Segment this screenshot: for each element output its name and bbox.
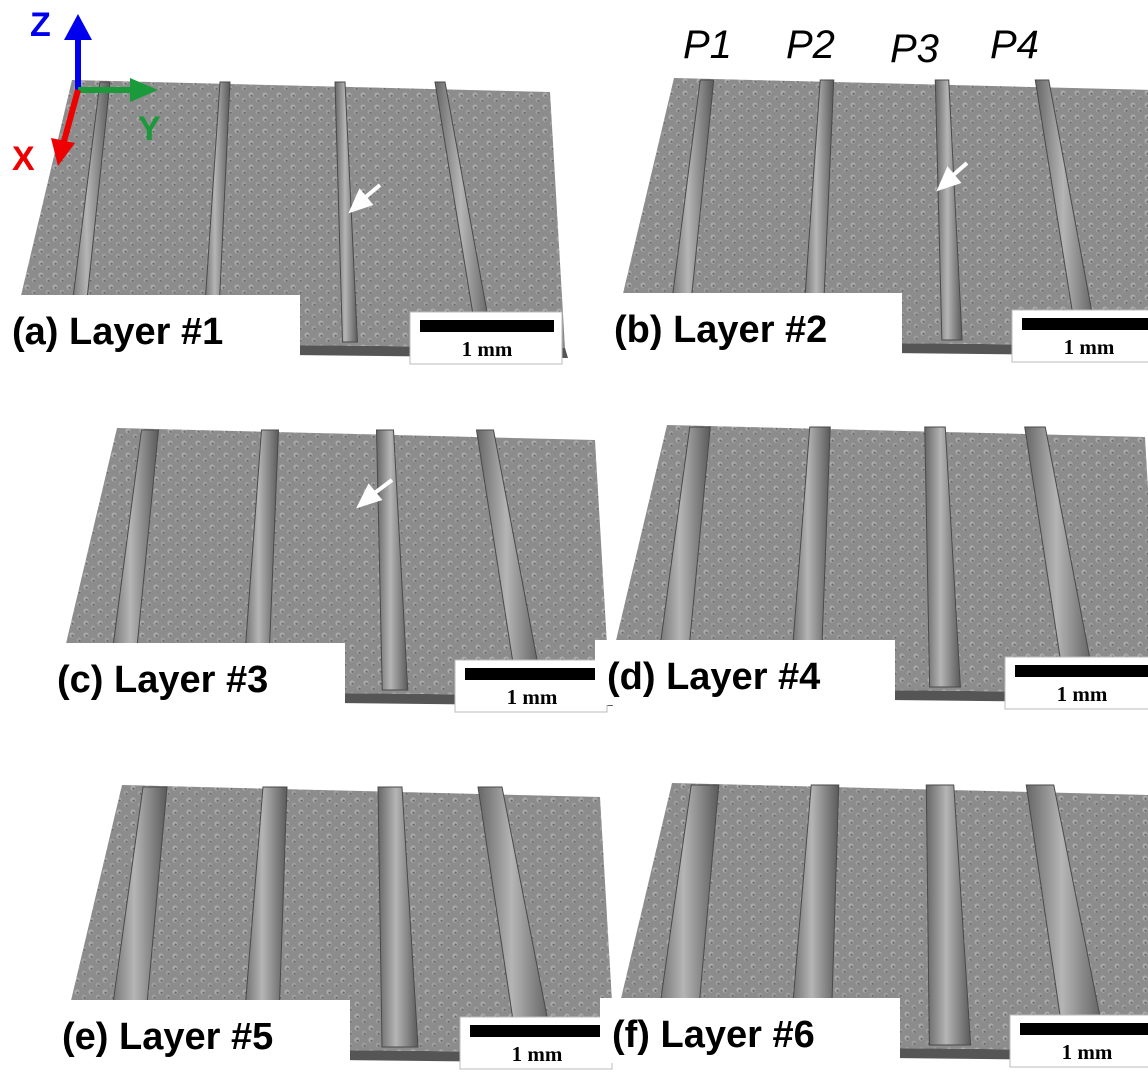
panel-label: (c) Layer #3 — [57, 659, 268, 701]
plate — [55, 428, 610, 696]
panels: (a) Layer #1 1 mm (b) Layer #2 1 mm(c) Laye… — [0, 78, 1148, 1070]
panel: (d) Layer #4 1 mm — [595, 425, 1148, 710]
track-label: P3 — [890, 27, 939, 71]
label-box — [50, 1000, 350, 1065]
x-arrow — [51, 138, 75, 166]
axis-triad: Z Y X — [12, 6, 161, 178]
arrow-head — [936, 166, 962, 192]
track — [377, 786, 419, 1048]
z-arrow — [64, 14, 92, 40]
y-arrow — [130, 78, 158, 102]
x-label: X — [12, 140, 35, 178]
plate — [610, 783, 1148, 1051]
track — [375, 429, 409, 691]
panel: (b) Layer #2 1 mm — [602, 78, 1148, 363]
panel: (f) Layer #6 1 mm — [600, 783, 1148, 1068]
panel-label: (e) Layer #5 — [62, 1016, 273, 1058]
label-box — [595, 640, 895, 705]
panel-label: (b) Layer #2 — [614, 309, 827, 351]
track — [334, 81, 359, 343]
arrow-head — [356, 483, 383, 509]
track-label: P1 — [683, 23, 732, 67]
label-box — [45, 643, 345, 708]
scale-bar — [420, 320, 554, 332]
arrows — [348, 161, 969, 509]
track — [925, 784, 972, 1046]
scale-bar — [1020, 1023, 1148, 1035]
panel: (a) Layer #1 1 mm — [0, 80, 568, 365]
scale-bar — [1022, 318, 1148, 330]
track — [924, 426, 961, 688]
y-label: Y — [138, 110, 161, 148]
track-label: P4 — [990, 23, 1039, 67]
label-box — [602, 293, 902, 358]
plate — [60, 785, 615, 1053]
arrow-head — [348, 188, 374, 214]
panel-label: (f) Layer #6 — [612, 1014, 815, 1056]
panel: (e) Layer #5 1 mm — [50, 785, 618, 1070]
scale-label: 1 mm — [1064, 335, 1115, 359]
x-axis — [60, 89, 81, 146]
scale-bar — [470, 1025, 604, 1037]
scale-bar — [465, 668, 599, 680]
scale-label: 1 mm — [1057, 682, 1108, 706]
label-box — [600, 998, 900, 1063]
panel-label: (d) Layer #4 — [607, 656, 820, 698]
scale-label: 1 mm — [462, 337, 513, 361]
track — [934, 79, 963, 341]
plate — [10, 80, 565, 348]
track-labels: P1 P2 P3 P4 — [683, 23, 1039, 71]
scale-label: 1 mm — [1062, 1040, 1113, 1064]
plate — [605, 425, 1148, 693]
panel-label: (a) Layer #1 — [12, 311, 223, 353]
z-label: Z — [30, 6, 51, 44]
scale-label: 1 mm — [507, 685, 558, 709]
label-box — [0, 295, 300, 360]
panel: (c) Layer #3 1 mm — [45, 428, 613, 713]
scale-bar — [1015, 665, 1148, 677]
scale-label: 1 mm — [512, 1042, 563, 1066]
track-label: P2 — [786, 23, 835, 67]
plate — [612, 78, 1148, 346]
